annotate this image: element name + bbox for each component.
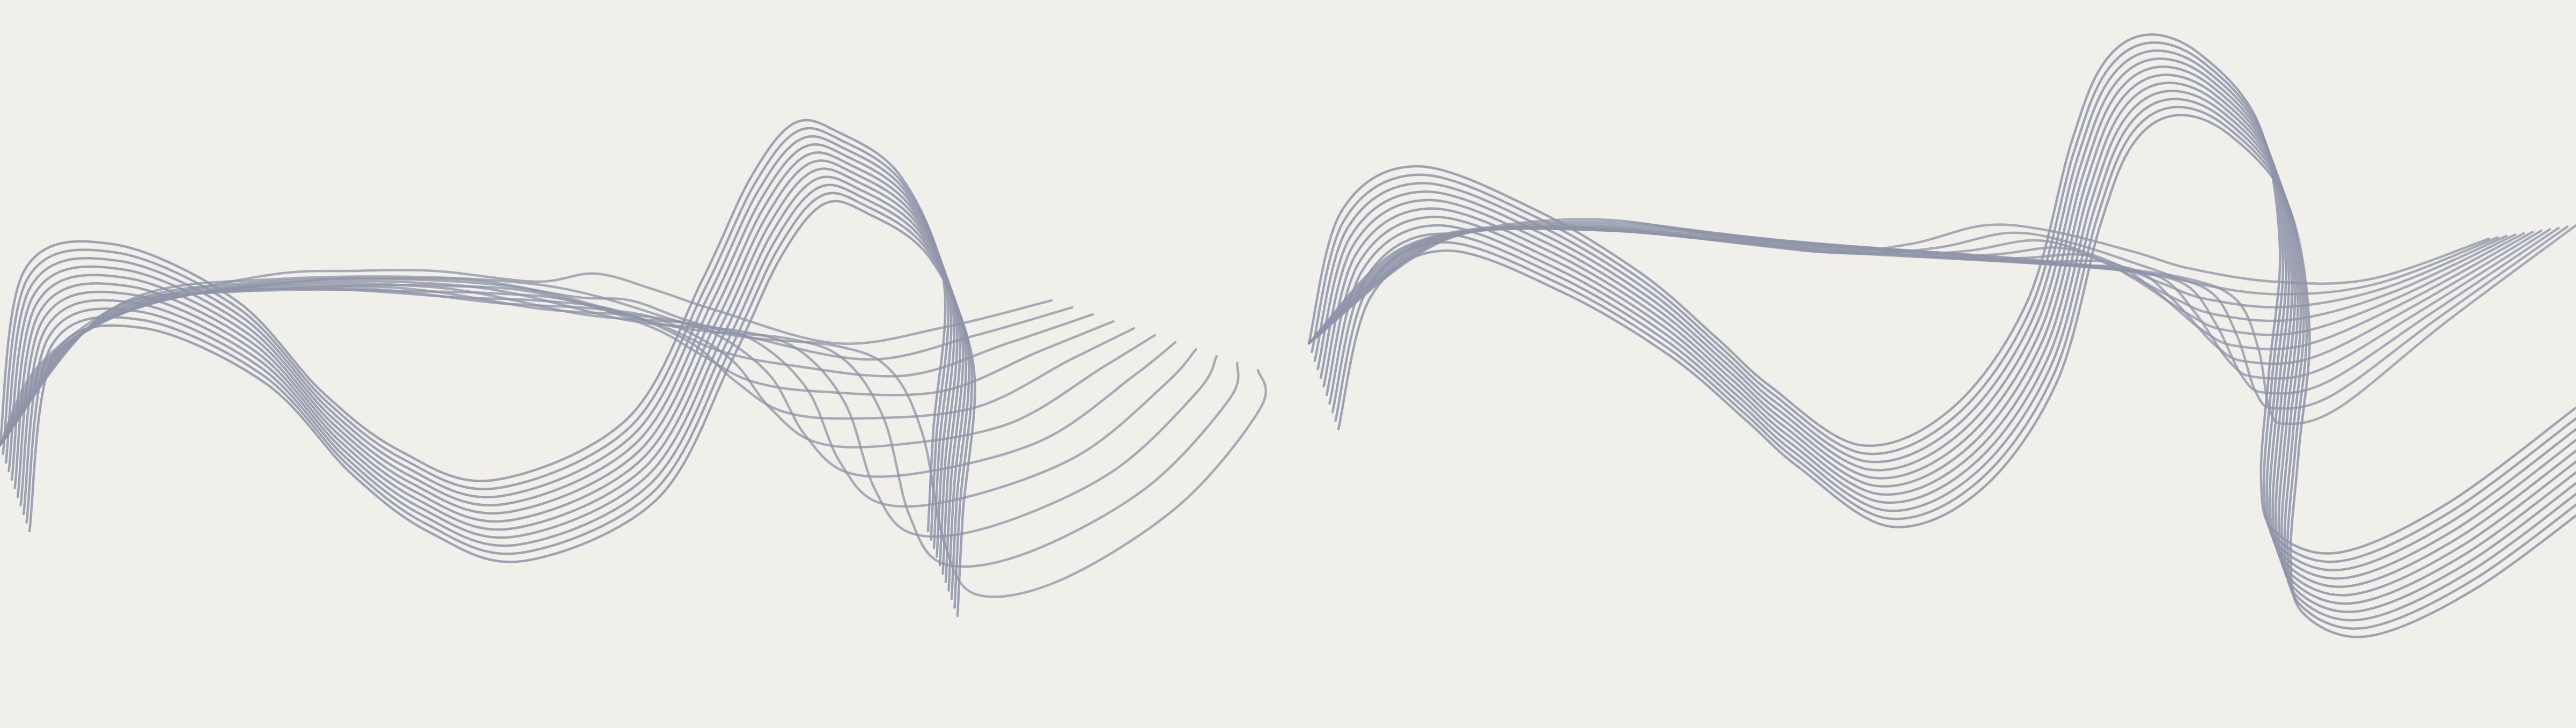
right-wave-cross-line [1307,218,2491,345]
left-wave-line [2,127,950,541]
right-wave-line [1325,82,2576,605]
left-wave-cross-line [0,275,1267,598]
right-wave-line [1328,90,2576,613]
right-wave-line [1316,57,2576,580]
right-wave-line [1311,41,2576,563]
right-wave-group [1307,33,2576,638]
left-wave-line [28,200,976,617]
left-wave-line [0,119,947,533]
right-wave-line [1322,73,2576,597]
right-wave-line [1331,98,2576,622]
right-wave-line [1337,114,2576,638]
right-wave-cross-line [1307,225,2526,345]
left-wave-line [10,151,959,567]
left-wave-line [8,143,956,558]
left-wave-group [0,119,1267,617]
left-wave-cross-line [0,277,1240,568]
right-wave-line [1334,106,2576,630]
right-wave-line [1319,65,2576,589]
left-wave-cross-line [0,282,1197,508]
left-wave-line [16,167,965,584]
right-wave-line [1313,49,2576,571]
right-wave-cross-line [1307,224,2576,425]
